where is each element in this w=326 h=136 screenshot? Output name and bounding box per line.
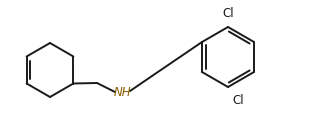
Text: Cl: Cl xyxy=(232,94,244,107)
Text: NH: NH xyxy=(113,86,131,98)
Text: Cl: Cl xyxy=(222,7,234,20)
